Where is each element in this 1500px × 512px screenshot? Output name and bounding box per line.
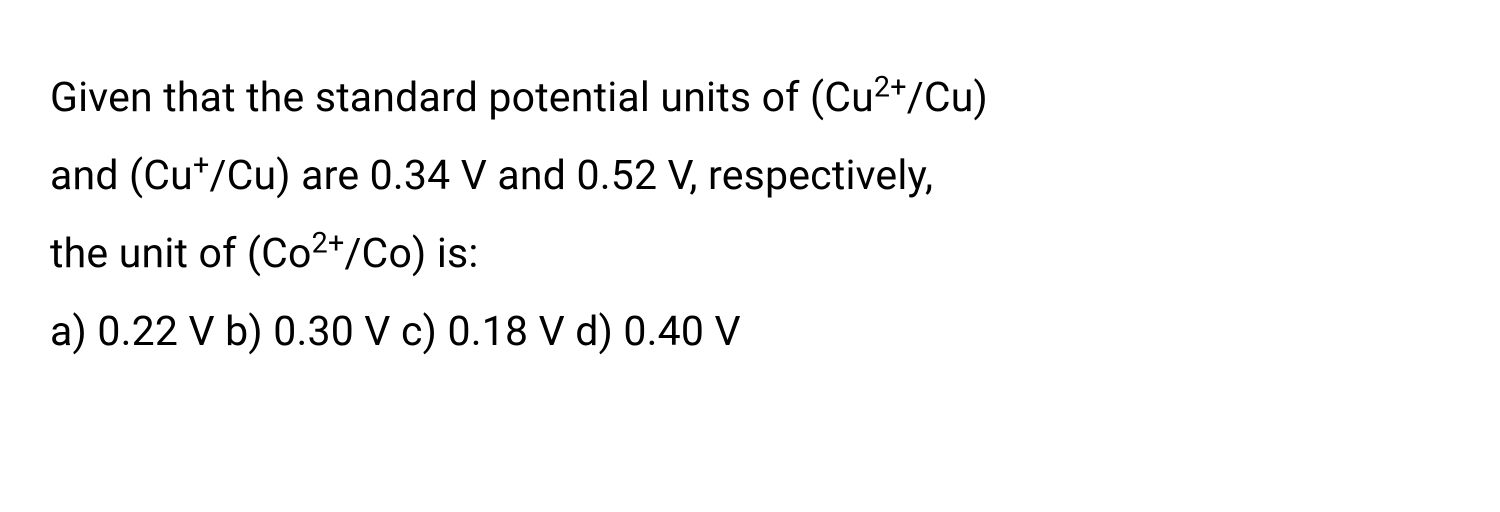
text-segment: the unit of (Co <box>50 230 312 278</box>
text-segment: /Cu) are 0.34 V and 0.52 V, respectively… <box>209 152 933 200</box>
text-segment: Given that the standard potential units … <box>50 74 874 122</box>
text-segment: and (Cu <box>50 152 193 200</box>
text-segment: /Cu) <box>907 74 988 122</box>
question-line-2: and (Cu+/Cu) are 0.34 V and 0.52 V, resp… <box>50 138 1450 216</box>
superscript: + <box>193 148 209 182</box>
question-block: Given that the standard potential units … <box>0 0 1500 372</box>
text-segment: /Co) is: <box>344 230 478 278</box>
answer-options: a) 0.22 V b) 0.30 V c) 0.18 V d) 0.40 V <box>50 294 1450 372</box>
question-line-1: Given that the standard potential units … <box>50 60 1450 138</box>
superscript: 2+ <box>312 226 345 260</box>
superscript: 2+ <box>874 70 907 104</box>
question-line-3: the unit of (Co2+/Co) is: <box>50 216 1450 294</box>
